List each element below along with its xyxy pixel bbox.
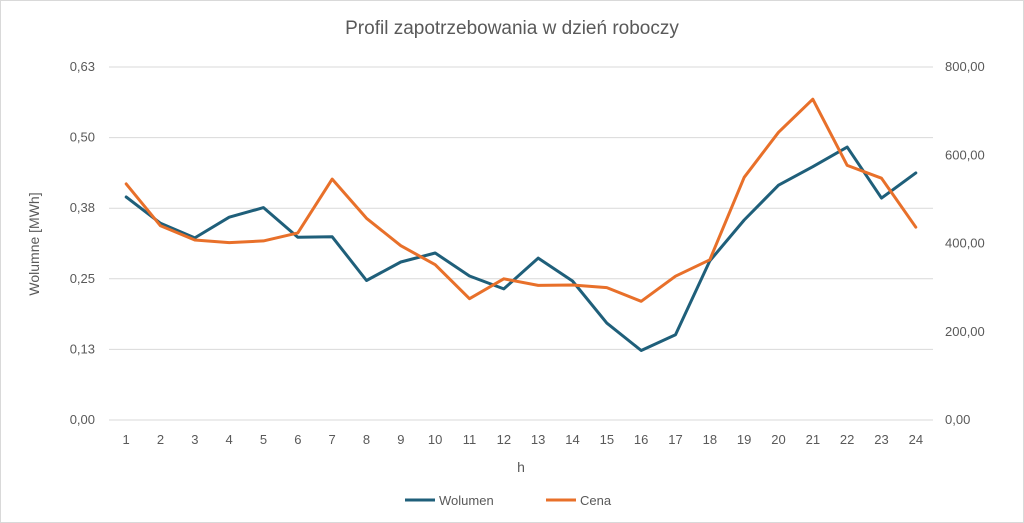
x-tick-label: 19 — [737, 432, 751, 447]
legend-label: Cena — [580, 493, 612, 508]
y-right-tick-label: 600,00 — [945, 147, 985, 162]
chart-title: Profil zapotrzebowania w dzień roboczy — [345, 18, 679, 39]
y-left-tick-label: 0,25 — [70, 271, 95, 286]
y-right-tick-label: 400,00 — [945, 236, 985, 251]
series-line-cena — [124, 97, 918, 303]
x-tick-label: 10 — [428, 432, 442, 447]
x-tick-label: 5 — [260, 432, 267, 447]
x-tick-label: 13 — [531, 432, 545, 447]
x-tick-label: 6 — [294, 432, 301, 447]
x-tick-label: 20 — [771, 432, 785, 447]
gridlines — [109, 66, 933, 421]
series-layer — [124, 97, 918, 352]
x-tick-label: 24 — [909, 432, 923, 447]
x-tick-label: 4 — [226, 432, 233, 447]
x-tick-label: 17 — [668, 432, 682, 447]
y-left-tick-label: 0,63 — [70, 59, 95, 74]
x-tick-label: 12 — [497, 432, 511, 447]
x-tick-label: 3 — [191, 432, 198, 447]
x-tick-label: 8 — [363, 432, 370, 447]
legend-label: Wolumen — [439, 493, 494, 508]
y-left-tick-label: 0,38 — [70, 200, 95, 215]
x-tick-label: 15 — [600, 432, 614, 447]
x-tick-label: 9 — [397, 432, 404, 447]
x-tick-label: 1 — [123, 432, 130, 447]
y-left-tick-label: 0,00 — [70, 412, 95, 427]
legend-item-wolumen: Wolumen — [405, 493, 494, 508]
x-tick-label: 21 — [806, 432, 820, 447]
y-axis-left-ticks: 0,00 0,13 0,25 0,38 0,50 0,63 — [70, 59, 95, 427]
x-tick-label: 11 — [463, 432, 477, 447]
series-line-wolumen — [124, 145, 918, 352]
y-axis-right-ticks: 0,00 200,00 400,00 600,00 800,00 — [945, 59, 985, 427]
x-axis-ticks: 1 2 3 4 5 6 7 8 9 10 11 12 13 14 15 16 17 18 19 20 21 22 23 24 — [123, 432, 924, 447]
x-tick-label: 14 — [565, 432, 579, 447]
legend-item-cena: Cena — [546, 493, 612, 508]
x-tick-label: 2 — [157, 432, 164, 447]
legend: Wolumen Cena — [405, 493, 612, 508]
x-tick-label: 22 — [840, 432, 854, 447]
x-tick-label: 23 — [874, 432, 888, 447]
y-left-tick-label: 0,50 — [70, 130, 95, 145]
y-right-tick-label: 800,00 — [945, 59, 985, 74]
x-tick-label: 16 — [634, 432, 648, 447]
y-right-tick-label: 0,00 — [945, 412, 970, 427]
y-left-tick-label: 0,13 — [70, 341, 95, 356]
x-tick-label: 7 — [329, 432, 336, 447]
y-right-tick-label: 200,00 — [945, 324, 985, 339]
y-axis-label: Wolumne [MWh] — [26, 192, 42, 295]
x-tick-label: 18 — [703, 432, 717, 447]
x-axis-label: h — [517, 459, 525, 475]
